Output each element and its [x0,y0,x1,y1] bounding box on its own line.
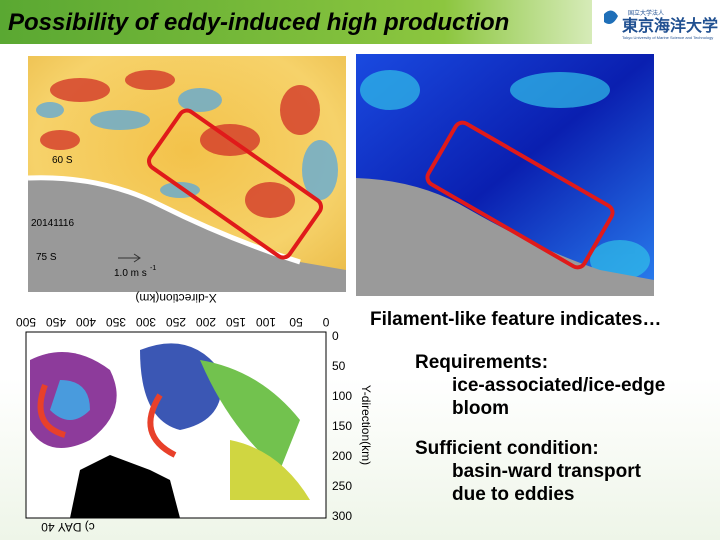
x-tick-label: 150 [226,315,246,329]
requirements-line: bloom [452,398,509,419]
x-tick-label: 200 [196,315,216,329]
x-tick-label: 300 [136,315,156,329]
x-axis-label: X-direction(km) [135,291,216,305]
x-tick-label: 250 [166,315,186,329]
logo-name: 東京海洋大学 [622,16,718,35]
x-tick-label: 100 [256,315,276,329]
y-tick-label: 150 [332,419,352,433]
logo: 国立大学法人 東京海洋大学 Tokyo University of Marine… [604,9,718,40]
y-tick-label: 200 [332,449,352,463]
scale-label: 1.0 m s [114,268,147,279]
y-tick-label: 100 [332,389,352,403]
y-tick-label: 0 [332,329,339,343]
title-bar [0,0,592,44]
x-tick-label: 50 [289,315,303,329]
lat-label: 60 S [52,155,73,166]
right-map [356,54,654,296]
y-tick-label: 300 [332,509,352,523]
panel-label: c) DAY 40 [41,520,95,534]
x-tick-label: 400 [76,315,96,329]
sufficient-line: basin-ward transport [452,461,641,482]
left-map: 60 S 20141116 75 S 1.0 m s -1 [27,56,346,292]
x-tick-label: 450 [46,315,66,329]
y-tick-label: 50 [332,359,346,373]
model-plot: X-direction(km) c) DAY 40 Y-direction(km… [16,291,373,534]
scale-exponent: -1 [150,265,156,272]
x-tick-label: 500 [16,315,36,329]
x-tick-label: 0 [322,315,329,329]
logo-small: 国立大学法人 [628,9,664,17]
y-tick-label: 250 [332,479,352,493]
requirements-heading: Requirements: [415,352,549,373]
lead-text: Filament-like feature indicates… [370,309,662,330]
logo-sub: Tokyo University of Marine Science and T… [622,35,713,40]
y-axis-label: Y-direction(km) [359,385,373,465]
lat-label: 75 S [36,252,57,263]
title: Possibility of eddy-induced high product… [8,9,509,36]
date-label: 20141116 [31,218,74,229]
requirements-line: ice-associated/ice-edge [452,375,666,396]
x-tick-label: 350 [106,315,126,329]
sufficient-heading: Sufficient condition: [415,438,599,459]
sufficient-line: due to eddies [452,484,575,505]
